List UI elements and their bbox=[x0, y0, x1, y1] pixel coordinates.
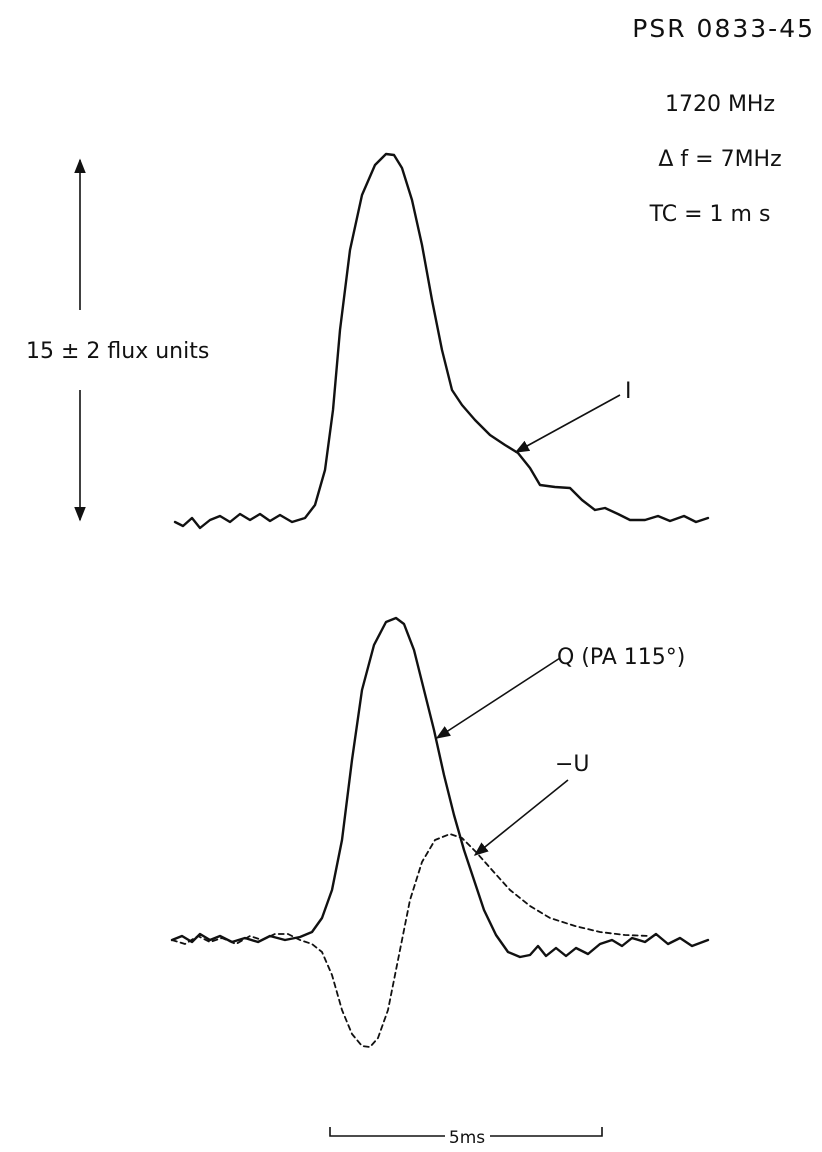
parameter: 1720 MHz bbox=[665, 92, 775, 117]
label-u: −U bbox=[555, 752, 590, 777]
pointer bbox=[473, 779, 569, 856]
scale-label: 15 ± 2 flux units bbox=[26, 339, 209, 364]
time-scale-label: 5ms bbox=[449, 1128, 485, 1148]
pointer bbox=[514, 394, 621, 453]
parameter: Δ f = 7MHz bbox=[658, 147, 781, 172]
curve-i bbox=[173, 152, 710, 530]
label-q: Q (PA 115°) bbox=[557, 645, 685, 670]
curve-q bbox=[170, 616, 710, 959]
pointer bbox=[435, 657, 561, 739]
curve-u bbox=[171, 833, 651, 1048]
label-i: I bbox=[625, 379, 632, 404]
title: PSR 0833-45 bbox=[632, 14, 815, 43]
parameter: TC = 1 m s bbox=[649, 202, 771, 227]
time-scale-bar bbox=[329, 1127, 603, 1137]
